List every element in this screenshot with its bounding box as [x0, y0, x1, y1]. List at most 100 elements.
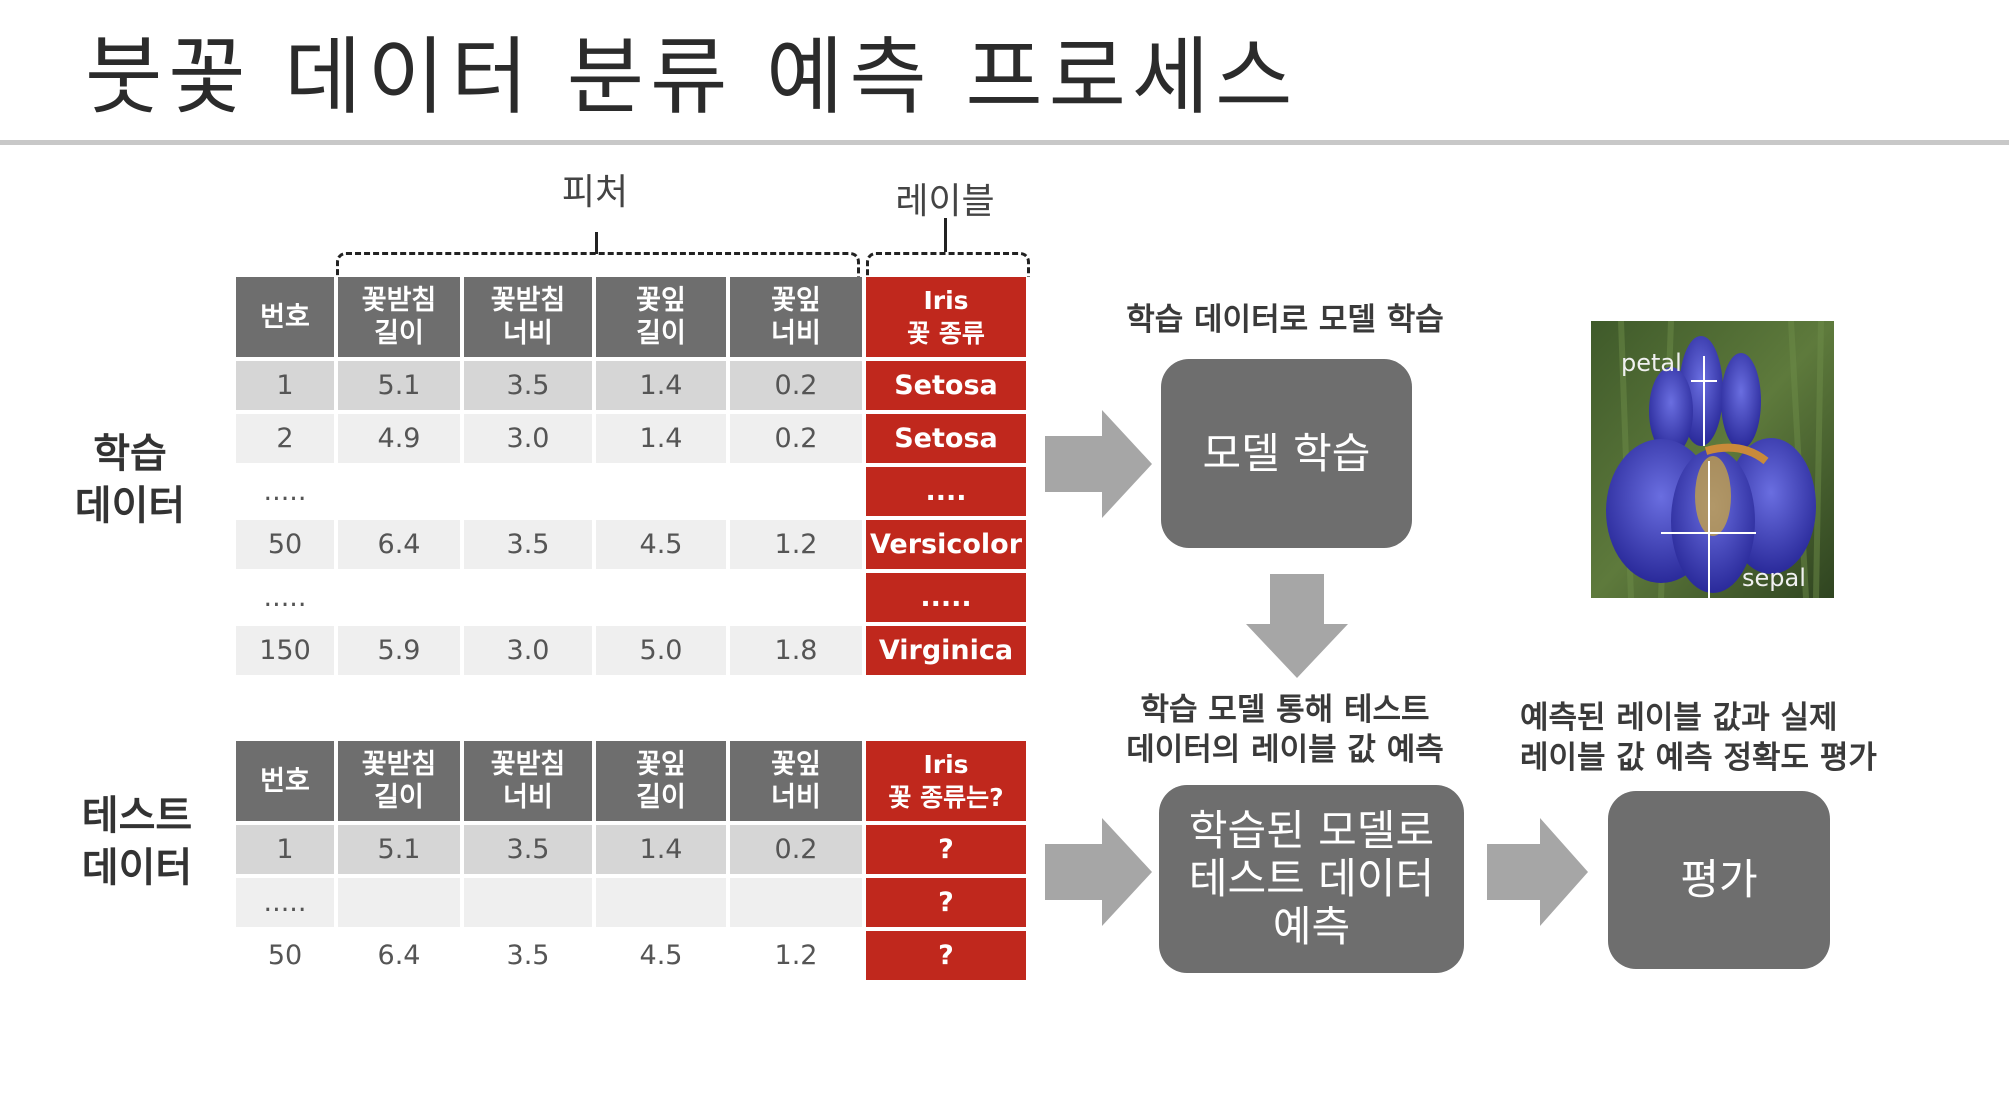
title-divider — [0, 140, 2009, 145]
table-cell — [594, 571, 730, 626]
header-cell: 번호 — [236, 277, 338, 361]
model-training-label: 모델 학습 — [1202, 428, 1371, 478]
table-cell: 3.5 — [462, 359, 596, 414]
table-cell: 5.1 — [336, 359, 464, 414]
table-cell: 3.5 — [462, 823, 596, 878]
label-cell: ? — [864, 929, 1030, 984]
evaluation-box: 평가 — [1608, 791, 1830, 969]
header-cell: 꽃잎 너비 — [728, 277, 866, 361]
table-cell: 3.0 — [462, 412, 596, 467]
label-cell: Setosa — [864, 359, 1030, 414]
table-cell: 1.8 — [728, 624, 866, 679]
label-cell: ? — [864, 876, 1030, 931]
prediction-box: 학습된 모델로 테스트 데이터 예측 — [1159, 785, 1464, 973]
header-cell: 꽃받침 길이 — [336, 277, 464, 361]
header-cell: 꽃받침 너비 — [462, 277, 596, 361]
table-row: 2 4.9 3.0 1.4 0.2 Setosa — [236, 412, 1030, 467]
table-cell: 5.0 — [594, 624, 730, 679]
table-cell: 150 — [236, 624, 338, 679]
table-cell: 6.4 — [336, 518, 464, 573]
table-cell: ..... — [236, 876, 338, 931]
table-cell: 1.4 — [594, 359, 730, 414]
table-row: 150 5.9 3.0 5.0 1.8 Virginica — [236, 624, 1030, 679]
arrow-right-icon — [1045, 410, 1152, 518]
train-data-table: 번호 꽃받침 길이 꽃받침 너비 꽃잎 길이 꽃잎 너비 Iris 꽃 종류 1 5.1 … — [236, 277, 1030, 679]
table-row: ..... ? — [236, 876, 1030, 931]
header-cell: 번호 — [236, 741, 338, 825]
prediction-label: 학습된 모델로 테스트 데이터 예측 — [1188, 806, 1435, 951]
evaluation-caption: 예측된 레이블 값과 실제 레이블 값 예측 정확도 평가 — [1520, 700, 1877, 776]
table-cell — [462, 465, 596, 520]
feature-bracket — [336, 252, 860, 281]
table-cell — [462, 876, 596, 931]
sepal-label: sepal — [1742, 564, 1806, 592]
table-cell: 0.2 — [728, 359, 866, 414]
slide-title: 붓꽃 데이터 분류 예측 프로세스 — [85, 28, 1299, 126]
test-data-table: 번호 꽃받침 길이 꽃받침 너비 꽃잎 길이 꽃잎 너비 Iris 꽃 종류는? 1 5.… — [236, 741, 1030, 984]
table-cell: 50 — [236, 929, 338, 984]
table-cell: 5.9 — [336, 624, 464, 679]
table-header-row: 번호 꽃받침 길이 꽃받침 너비 꽃잎 길이 꽃잎 너비 Iris 꽃 종류는? — [236, 741, 1030, 825]
table-cell — [728, 571, 866, 626]
label-cell: ? — [864, 823, 1030, 878]
predict-caption: 학습 모델 통해 테스트 데이터의 레이블 값 예측 — [1126, 692, 1444, 768]
feature-bracket-stem — [595, 232, 598, 254]
table-row: 50 6.4 3.5 4.5 1.2 Versicolor — [236, 518, 1030, 573]
header-cell: 꽃받침 길이 — [336, 741, 464, 825]
header-cell: 꽃받침 너비 — [462, 741, 596, 825]
header-cell: 꽃잎 길이 — [594, 741, 730, 825]
label-label: 레이블 — [895, 181, 995, 222]
label-cell: Versicolor — [864, 518, 1030, 573]
arrow-right-icon — [1045, 818, 1152, 926]
table-cell — [336, 571, 464, 626]
label-header-cell: Iris 꽃 종류는? — [864, 741, 1030, 825]
table-cell: 1 — [236, 823, 338, 878]
table-cell — [728, 876, 866, 931]
table-cell: 2 — [236, 412, 338, 467]
label-cell: ..... — [864, 571, 1030, 626]
table-cell: 3.5 — [462, 518, 596, 573]
table-cell: 4.9 — [336, 412, 464, 467]
label-header-cell: Iris 꽃 종류 — [864, 277, 1030, 361]
table-row: 1 5.1 3.5 1.4 0.2 ? — [236, 823, 1030, 878]
table-cell: 6.4 — [336, 929, 464, 984]
petal-label: petal — [1621, 349, 1682, 377]
train-data-label: 학습 데이터 — [74, 431, 186, 529]
table-cell: 5.1 — [336, 823, 464, 878]
train-caption: 학습 데이터로 모델 학습 — [1126, 302, 1444, 338]
table-cell: 3.0 — [462, 624, 596, 679]
table-cell — [336, 876, 464, 931]
evaluation-label: 평가 — [1680, 855, 1758, 904]
iris-flower-image: petal sepal — [1591, 321, 1834, 598]
table-cell: 0.2 — [728, 412, 866, 467]
label-bracket-stem — [944, 218, 947, 252]
table-cell: 1.4 — [594, 412, 730, 467]
table-cell — [462, 571, 596, 626]
table-row: 50 6.4 3.5 4.5 1.2 ? — [236, 929, 1030, 984]
label-bracket — [866, 252, 1030, 281]
table-cell — [594, 876, 730, 931]
table-row: ..... ..... — [236, 571, 1030, 626]
table-cell: 1.2 — [728, 929, 866, 984]
model-training-box: 모델 학습 — [1161, 359, 1412, 548]
table-row: ..... .... — [236, 465, 1030, 520]
arrow-right-icon — [1487, 818, 1588, 926]
label-cell: Setosa — [864, 412, 1030, 467]
table-cell: 4.5 — [594, 929, 730, 984]
table-cell: 0.2 — [728, 823, 866, 878]
table-cell: 1 — [236, 359, 338, 414]
table-cell — [728, 465, 866, 520]
arrow-down-icon — [1246, 574, 1348, 678]
table-cell: ..... — [236, 571, 338, 626]
table-cell: 1.4 — [594, 823, 730, 878]
feature-label: 피처 — [561, 172, 629, 213]
table-row: 1 5.1 3.5 1.4 0.2 Setosa — [236, 359, 1030, 414]
table-cell: 3.5 — [462, 929, 596, 984]
header-cell: 꽃잎 너비 — [728, 741, 866, 825]
label-cell: .... — [864, 465, 1030, 520]
test-data-label: 테스트 데이터 — [81, 793, 193, 891]
label-cell: Virginica — [864, 624, 1030, 679]
table-cell: 1.2 — [728, 518, 866, 573]
table-cell: 4.5 — [594, 518, 730, 573]
table-cell: 50 — [236, 518, 338, 573]
